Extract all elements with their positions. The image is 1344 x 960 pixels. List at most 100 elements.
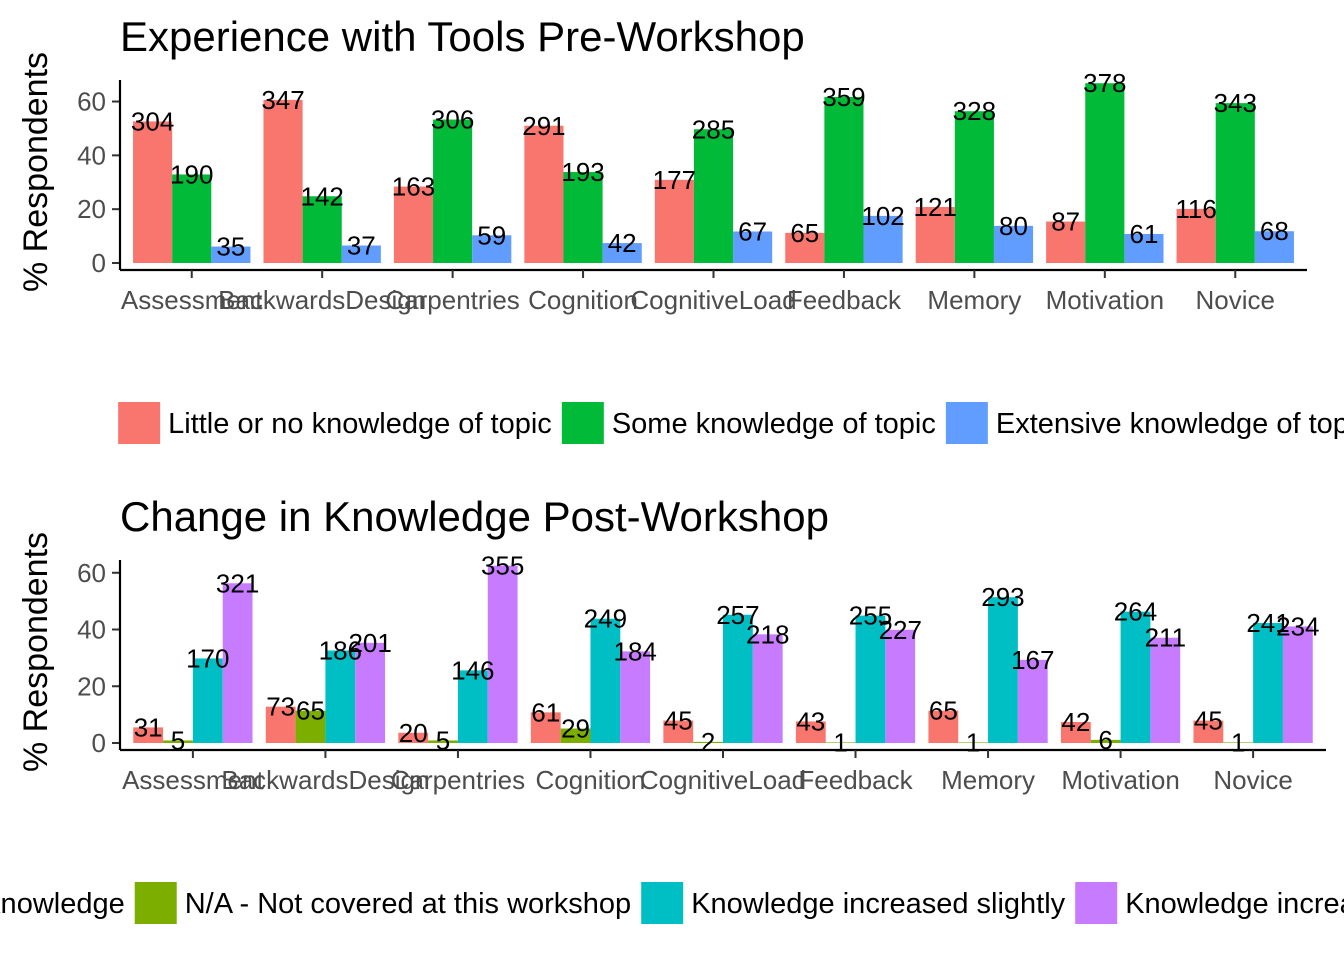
legend-key <box>1075 882 1118 924</box>
bar-label-feedback-series-0: 65 <box>790 218 819 248</box>
bar-motivation-series-3 <box>1150 637 1181 743</box>
bar-label-carpentries-series-2: 146 <box>451 655 494 685</box>
bar-memory-series-2 <box>988 597 1018 743</box>
bar-label-backwardsdesign-series-3: 201 <box>348 628 391 658</box>
pre-chart-y-axis-label: % Respondents <box>17 52 55 292</box>
bar-label-feedback-series-3: 227 <box>879 615 922 645</box>
bar-backwardsdesign-series-2 <box>341 245 381 263</box>
post-chart-y-ticks: 0 20 40 60 <box>77 558 120 758</box>
bar-memory-series-1 <box>954 111 994 263</box>
bar-assessment-series-2 <box>211 246 251 263</box>
bar-label-motivation-series-0: 87 <box>1051 207 1080 237</box>
pre-chart-y-ticks: 0 20 40 60 <box>77 87 120 278</box>
bar-label-backwardsdesign-series-2: 186 <box>319 636 362 666</box>
bar-novice-series-0 <box>1193 720 1224 743</box>
bar-label-assessment-series-1: 190 <box>170 159 213 189</box>
bar-label-backwardsdesign-series-1: 142 <box>300 181 343 211</box>
bar-cognitiveload-series-0 <box>663 720 694 743</box>
bar-cognition-series-1 <box>560 728 591 743</box>
bar-feedback-series-2 <box>863 215 903 263</box>
bar-label-backwardsdesign-series-0: 73 <box>266 692 295 722</box>
bar-backwardsdesign-series-0 <box>265 706 296 743</box>
bar-label-motivation-series-2: 61 <box>1129 219 1158 249</box>
bar-cognition-series-2 <box>602 243 642 263</box>
bar-label-feedback-series-2: 255 <box>849 601 892 631</box>
bar-label-cognition-series-0: 291 <box>522 111 565 141</box>
bar-label-motivation-series-2: 264 <box>1114 597 1157 627</box>
bar-label-assessment-series-0: 304 <box>131 106 174 136</box>
bar-assessment-series-1 <box>163 740 193 743</box>
bar-label-cognitiveload-series-2: 257 <box>716 600 759 630</box>
legend-key <box>561 402 604 444</box>
bar-label-memory-series-2: 80 <box>999 211 1028 241</box>
pre-workshop-chart: Experience with Tools Pre-Workshop % Res… <box>17 13 1344 444</box>
bar-label-backwardsdesign-series-2: 37 <box>347 231 376 261</box>
x-tick-label-motivation: Motivation <box>1061 765 1180 795</box>
x-tick-label-cognitiveload: CognitiveLoad <box>630 285 796 315</box>
bar-motivation-series-2 <box>1120 611 1151 743</box>
legend-key <box>134 882 177 924</box>
bar-feedback-series-3 <box>885 629 916 743</box>
bar-label-novice-series-0: 45 <box>1194 706 1223 736</box>
bar-label-assessment-series-2: 35 <box>216 232 245 262</box>
y-tick-label: 60 <box>77 558 106 588</box>
bar-novice-series-3 <box>1282 626 1313 743</box>
bar-label-carpentries-series-0: 20 <box>399 718 428 748</box>
bar-label-feedback-series-1: 1 <box>833 727 847 757</box>
post-workshop-chart: Change in Knowledge Post-Workshop % Resp… <box>0 493 1344 924</box>
bar-novice-series-0 <box>1176 208 1216 263</box>
bar-label-cognition-series-0: 61 <box>531 697 560 727</box>
bar-assessment-series-2 <box>192 658 223 743</box>
bar-assessment-series-0 <box>133 727 164 743</box>
bar-label-feedback-series-1: 359 <box>822 82 865 112</box>
bar-label-cognition-series-3: 184 <box>614 636 657 666</box>
legend-item-1: Some knowledge of topic <box>561 402 936 444</box>
bar-label-cognitiveload-series-1: 285 <box>692 114 735 144</box>
x-tick-label-feedback: Feedback <box>798 765 913 795</box>
x-tick-label-memory: Memory <box>927 285 1021 315</box>
bar-memory-series-2 <box>993 225 1034 263</box>
x-tick-label-cognitiveload: CognitiveLoad <box>640 765 806 795</box>
bar-label-novice-series-1: 1 <box>1231 727 1245 757</box>
bar-label-memory-series-0: 65 <box>929 696 958 726</box>
bar-cognition-series-1 <box>563 172 603 263</box>
bar-cognitiveload-series-3 <box>752 634 783 743</box>
bar-label-cognitiveload-series-3: 218 <box>746 619 789 649</box>
pre-chart-legend: Little or no knowledge of topic Some know… <box>118 402 1344 444</box>
bar-label-memory-series-0: 121 <box>914 192 957 222</box>
bar-backwardsdesign-series-3 <box>355 642 386 743</box>
bar-label-cognitiveload-series-0: 45 <box>664 706 693 736</box>
bar-carpentries-series-3 <box>487 565 518 743</box>
x-tick-label-carpentries: Carpentries <box>391 765 525 795</box>
legend-label: Knowledge increased greatly <box>1125 888 1344 920</box>
legend-item-2: Extensive knowledge of topic <box>945 402 1344 444</box>
bar-label-novice-series-3: 234 <box>1276 611 1319 641</box>
bar-feedback-series-1 <box>824 96 864 263</box>
bar-label-memory-series-1: 328 <box>953 96 996 126</box>
bar-motivation-series-1 <box>1085 83 1125 263</box>
bar-carpentries-series-0 <box>398 732 429 743</box>
bar-assessment-series-1 <box>172 174 212 263</box>
bar-label-motivation-series-0: 42 <box>1061 707 1090 737</box>
x-tick-label-memory: Memory <box>941 765 1035 795</box>
legend-key <box>641 882 684 924</box>
x-tick-label-novice: Novice <box>1213 765 1292 795</box>
y-tick-label: 40 <box>77 140 106 170</box>
bar-cognitiveload-series-0 <box>654 179 694 263</box>
legend-key <box>945 402 988 444</box>
bar-carpentries-series-2 <box>457 670 488 743</box>
bar-cognitiveload-series-2 <box>733 231 773 263</box>
bar-novice-series-2 <box>1253 622 1283 743</box>
bar-backwardsdesign-series-1 <box>295 710 326 743</box>
pre-chart-title: Experience with Tools Pre-Workshop <box>120 13 805 60</box>
bar-label-assessment-series-3: 321 <box>216 568 259 598</box>
x-tick-label-cognition: Cognition <box>536 765 646 795</box>
bar-label-carpentries-series-1: 5 <box>436 725 450 755</box>
bar-label-memory-series-1: 1 <box>966 727 980 757</box>
bar-backwardsdesign-series-0 <box>263 99 303 263</box>
bar-label-cognition-series-2: 42 <box>608 228 637 258</box>
bar-memory-series-0 <box>915 207 955 263</box>
